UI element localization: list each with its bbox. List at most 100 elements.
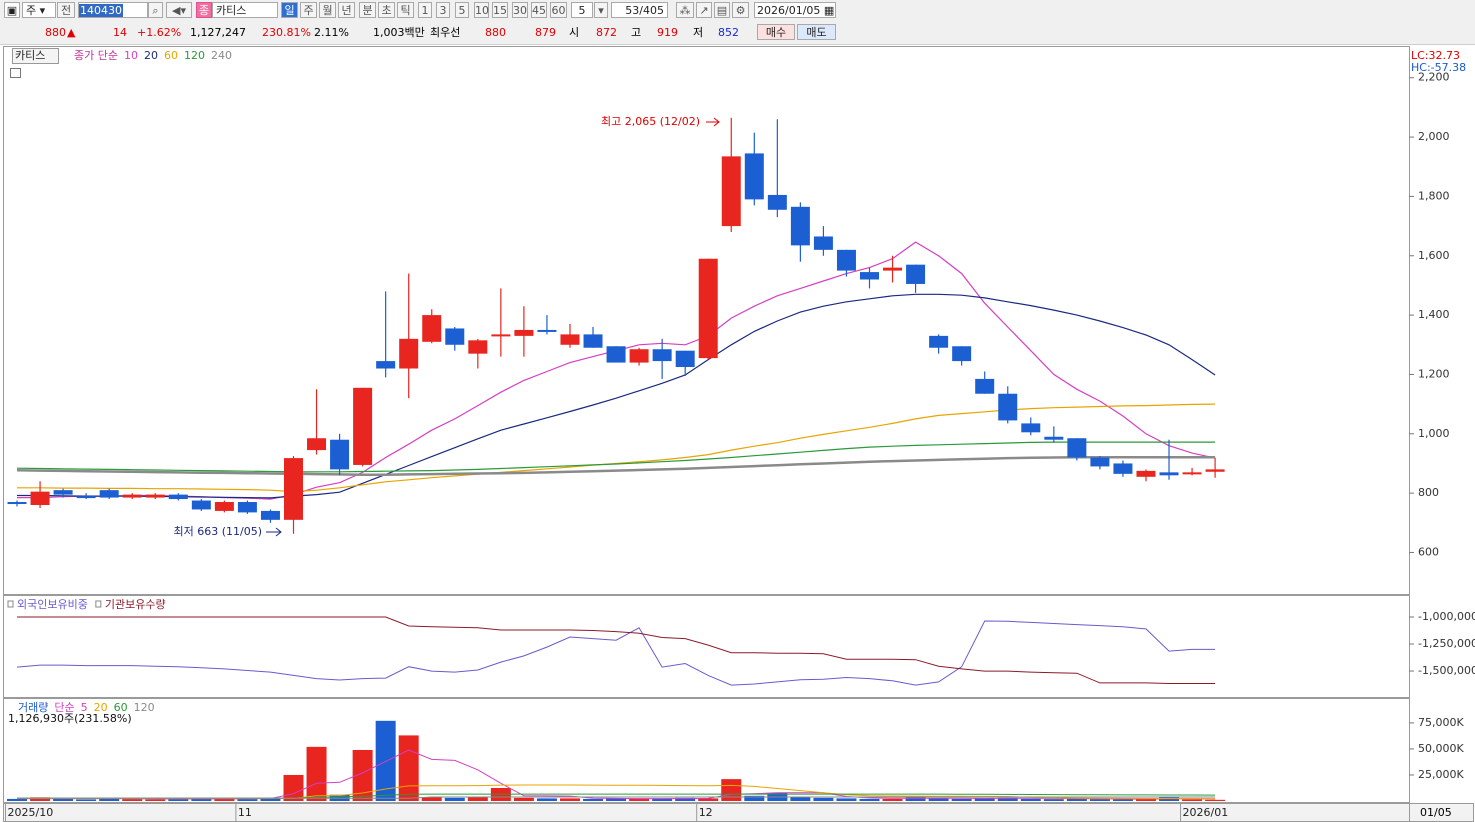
tool-icon[interactable]: ⁂ (676, 2, 694, 18)
candle-body (836, 249, 856, 271)
volume-bar (629, 798, 650, 801)
interval-button[interactable]: 15 (492, 2, 508, 18)
legend-title: 카티스 (15, 49, 45, 62)
candle-body (1044, 436, 1064, 440)
volume-bar (675, 797, 696, 801)
candle-body (53, 490, 73, 495)
period-button[interactable]: 분 (359, 2, 376, 18)
market: 주 (26, 4, 37, 17)
period-button[interactable]: 주 (300, 2, 317, 18)
open-label: 시 (569, 26, 580, 39)
low-label: 저 (693, 26, 704, 39)
high-label: 고 (631, 26, 642, 39)
volume-bar (1182, 799, 1203, 801)
y-tick-label: -1,250,000 (1418, 637, 1475, 650)
candle-body (1159, 472, 1179, 476)
candle-body (191, 500, 211, 510)
y-tick-label: 2,000 (1418, 130, 1450, 143)
volume-bar (997, 797, 1018, 801)
candle-body (30, 491, 50, 505)
date-input[interactable]: 2026/01/05 ▦ (754, 2, 836, 18)
period-button[interactable]: 일 (281, 2, 298, 18)
plot (16, 616, 1216, 686)
y-tick-label: -1,000,000 (1418, 610, 1475, 623)
buy-button[interactable]: 매수 (757, 24, 795, 40)
volume-bar (790, 797, 811, 801)
x-end-label: 01/05 (1420, 806, 1452, 819)
volume-bar (283, 774, 304, 801)
count-input[interactable]: 5 (571, 2, 593, 18)
legend-box (12, 48, 59, 64)
volume-bar (1020, 798, 1041, 801)
candle-body (237, 502, 257, 513)
x-tick-label: 2026/01 (1183, 806, 1229, 819)
volume-bar (559, 798, 580, 801)
legend-item: 5 (81, 701, 88, 714)
candle-body (284, 458, 303, 520)
save-icon[interactable]: ▤ (714, 2, 730, 18)
hc-label: HC:-57.38 (1411, 61, 1466, 74)
interval-button[interactable]: 45 (531, 2, 547, 18)
settings-icon[interactable]: ⚙ (732, 2, 749, 18)
y-tick-label: 2,200 (1418, 71, 1450, 84)
legend-item: 기관보유수량 (105, 598, 166, 611)
candle-body (929, 335, 949, 348)
volume-bar (744, 795, 765, 801)
volume-bar (513, 797, 534, 801)
name-input[interactable]: 카티스 (212, 2, 278, 18)
market-select[interactable]: 주 ▾ (22, 2, 56, 18)
interval-button[interactable]: 10 (474, 2, 489, 18)
candle-body (260, 510, 280, 520)
legend-marker (7, 600, 14, 608)
period-button[interactable]: 년 (338, 2, 355, 18)
menu-icon[interactable]: ▣ (4, 2, 20, 18)
interval-button[interactable]: 30 (512, 2, 528, 18)
tool-icon[interactable]: ↗ (696, 2, 712, 18)
candle-body (307, 438, 327, 451)
period-button[interactable]: 월 (319, 2, 336, 18)
volume-bar (122, 799, 143, 801)
volume-bar (606, 798, 627, 801)
volume-bar (306, 746, 327, 801)
candle-body (168, 494, 188, 500)
candle-body (145, 494, 165, 498)
prev-button[interactable]: 전 (57, 2, 75, 18)
annotation-arrow (706, 117, 720, 127)
volume-bar (260, 798, 281, 801)
low: 852 (718, 26, 739, 39)
line (17, 796, 1216, 799)
sell-button[interactable]: 매도 (797, 24, 836, 40)
y-tick-label: 1,800 (1418, 189, 1450, 202)
interval-button[interactable]: 1 (418, 2, 432, 18)
candle-body (583, 334, 603, 348)
volume-bar (191, 798, 212, 801)
change-rate: +1.62% (137, 26, 182, 39)
volume-ratio: 230.81% (262, 26, 311, 39)
candle-body (330, 439, 350, 470)
period-button[interactable]: 초 (378, 2, 395, 18)
interval-button[interactable]: 5 (455, 2, 469, 18)
interval-button[interactable]: 3 (436, 2, 450, 18)
sound-button[interactable]: ◀▾ (166, 2, 192, 18)
panel-icon[interactable] (10, 68, 21, 78)
interval-button[interactable]: 60 (550, 2, 567, 18)
search-button[interactable]: ⌕ (148, 2, 163, 18)
code: 140430 (79, 4, 123, 17)
volume-bar (1089, 799, 1110, 801)
volume-bar (652, 798, 673, 801)
volume-bar (1043, 799, 1064, 801)
y-tick-label: 1,200 (1418, 367, 1450, 380)
volume-bar (974, 798, 995, 801)
volume-bar (30, 797, 51, 801)
count-dropdown[interactable]: ▾ (594, 2, 608, 18)
candle-body (1113, 463, 1133, 474)
legend-item: 120 (134, 701, 155, 714)
volume-bar (721, 779, 742, 801)
code-input[interactable]: 140430 (78, 2, 148, 18)
period-button[interactable]: 틱 (397, 2, 414, 18)
range: 53/405 (611, 2, 668, 18)
line (16, 455, 1216, 476)
candle-body (376, 361, 396, 369)
candle-body (652, 349, 672, 362)
